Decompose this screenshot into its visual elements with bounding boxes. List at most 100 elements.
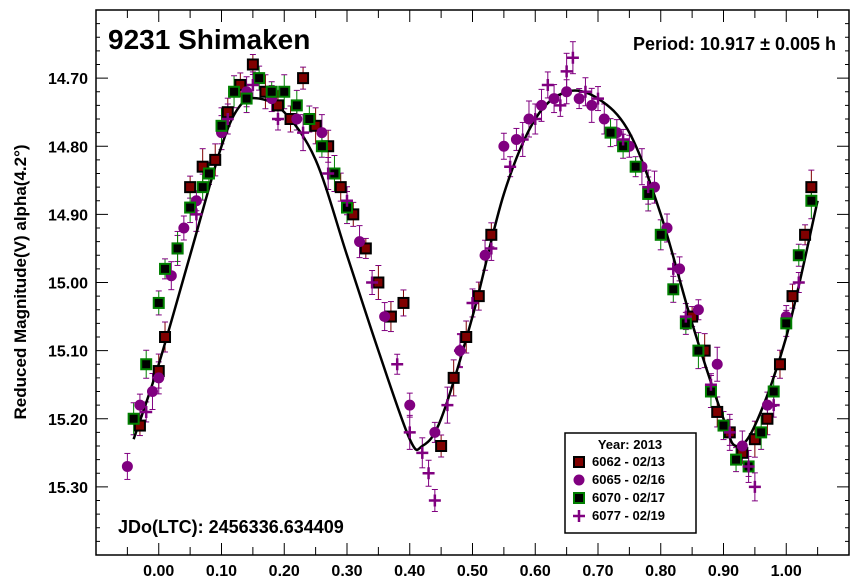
data-point-3 (566, 51, 579, 64)
data-point-0 (297, 72, 310, 85)
data-point-0 (271, 99, 284, 112)
legend-entry-label: 6070 - 02/17 (592, 490, 665, 505)
data-point-1 (736, 440, 748, 452)
x-tick-label: 0.10 (206, 563, 237, 580)
plot-frame (95, 9, 850, 556)
data-point-0 (309, 119, 322, 132)
data-point-0 (397, 296, 410, 309)
data-point-3 (416, 446, 429, 459)
data-point-0 (159, 331, 172, 343)
data-point-1 (479, 249, 491, 261)
data-point-2 (629, 160, 642, 173)
data-point-0 (485, 228, 498, 241)
legend: Year: 2013 6062 - 02/13 6065 - 02/16 6070 … (564, 432, 697, 534)
data-point-2 (240, 92, 253, 105)
data-point-2 (755, 426, 768, 439)
data-point-2 (290, 99, 303, 112)
data-point-3 (704, 378, 717, 391)
data-point-1 (134, 399, 146, 411)
data-points (121, 51, 818, 507)
data-point-2 (730, 453, 743, 466)
y-tick-label: 14.80 (48, 139, 88, 156)
data-point-1 (548, 93, 560, 105)
x-tick-label: 0.20 (269, 563, 300, 580)
data-point-0 (234, 78, 247, 91)
y-tick-label: 15.10 (48, 344, 88, 361)
period-label: Period: 10.917 ± 0.005 h (633, 34, 836, 54)
data-point-0 (246, 58, 259, 71)
data-point-3 (679, 310, 692, 323)
data-point-1 (536, 99, 548, 111)
data-point-3 (579, 85, 592, 98)
data-point-3 (453, 344, 466, 357)
data-point-1 (692, 304, 704, 316)
x-tick-label: 0.30 (331, 563, 362, 580)
data-point-0 (447, 371, 460, 384)
data-point-3 (297, 126, 310, 139)
data-point-3 (246, 78, 259, 91)
data-point-3 (667, 262, 680, 275)
data-point-3 (554, 99, 567, 112)
data-point-2 (228, 85, 241, 98)
data-point-3 (767, 399, 780, 412)
data-point-3 (560, 65, 573, 78)
data-point-3 (541, 78, 554, 91)
data-point-3 (504, 160, 517, 173)
data-point-2 (805, 194, 818, 207)
data-point-3 (742, 460, 755, 473)
data-point-2 (140, 358, 153, 371)
data-point-3 (748, 480, 761, 493)
x-tick-label: 0.40 (394, 563, 425, 580)
data-point-0 (347, 208, 360, 221)
data-point-3 (190, 208, 203, 221)
data-point-1 (498, 140, 510, 152)
data-point-3 (466, 296, 479, 309)
data-point-0 (748, 433, 761, 446)
data-point-2 (278, 85, 291, 98)
chart-title: 9231 Shimaken (108, 24, 310, 55)
data-point-1 (354, 236, 366, 248)
y-tick-label: 14.90 (48, 207, 88, 224)
data-point-3 (529, 113, 542, 125)
data-point-2 (792, 249, 805, 262)
data-point-3 (341, 194, 353, 207)
data-point-2 (654, 228, 667, 241)
data-point-1 (586, 99, 598, 111)
data-point-1 (178, 222, 190, 234)
legend-marker (573, 474, 585, 486)
data-point-1 (153, 372, 165, 384)
data-point-2 (303, 113, 316, 125)
data-point-0 (359, 242, 372, 255)
data-point-3 (485, 242, 498, 255)
data-point-2 (717, 419, 730, 432)
data-point-3 (516, 133, 529, 146)
data-point-3 (792, 276, 805, 289)
data-point-2 (127, 412, 140, 425)
data-point-2 (667, 283, 680, 296)
data-point-3 (391, 358, 404, 371)
data-point-0 (460, 331, 473, 343)
y-axis-title: Reduced Magnitude(V) alpha(4.2°) (11, 144, 30, 419)
data-point-3 (441, 399, 454, 412)
y-tick-label: 15.30 (48, 480, 88, 497)
data-point-1 (146, 386, 158, 397)
y-tick-label: 14.70 (48, 71, 88, 88)
data-point-1 (404, 399, 416, 411)
data-point-2 (780, 317, 793, 330)
data-point-2 (171, 242, 184, 255)
data-point-0 (805, 181, 818, 194)
data-point-1 (573, 93, 585, 105)
data-point-1 (291, 113, 303, 125)
data-point-2 (253, 72, 266, 85)
x-tick-label: 0.00 (143, 563, 174, 580)
x-tick-label: 0.80 (645, 563, 676, 580)
data-point-2 (215, 119, 228, 132)
data-point-1 (379, 311, 391, 323)
data-point-3 (428, 494, 441, 507)
legend-marker (573, 456, 585, 468)
data-point-2 (315, 140, 328, 153)
data-point-0 (773, 358, 786, 371)
data-point-3 (140, 405, 153, 418)
data-point-2 (196, 181, 209, 194)
